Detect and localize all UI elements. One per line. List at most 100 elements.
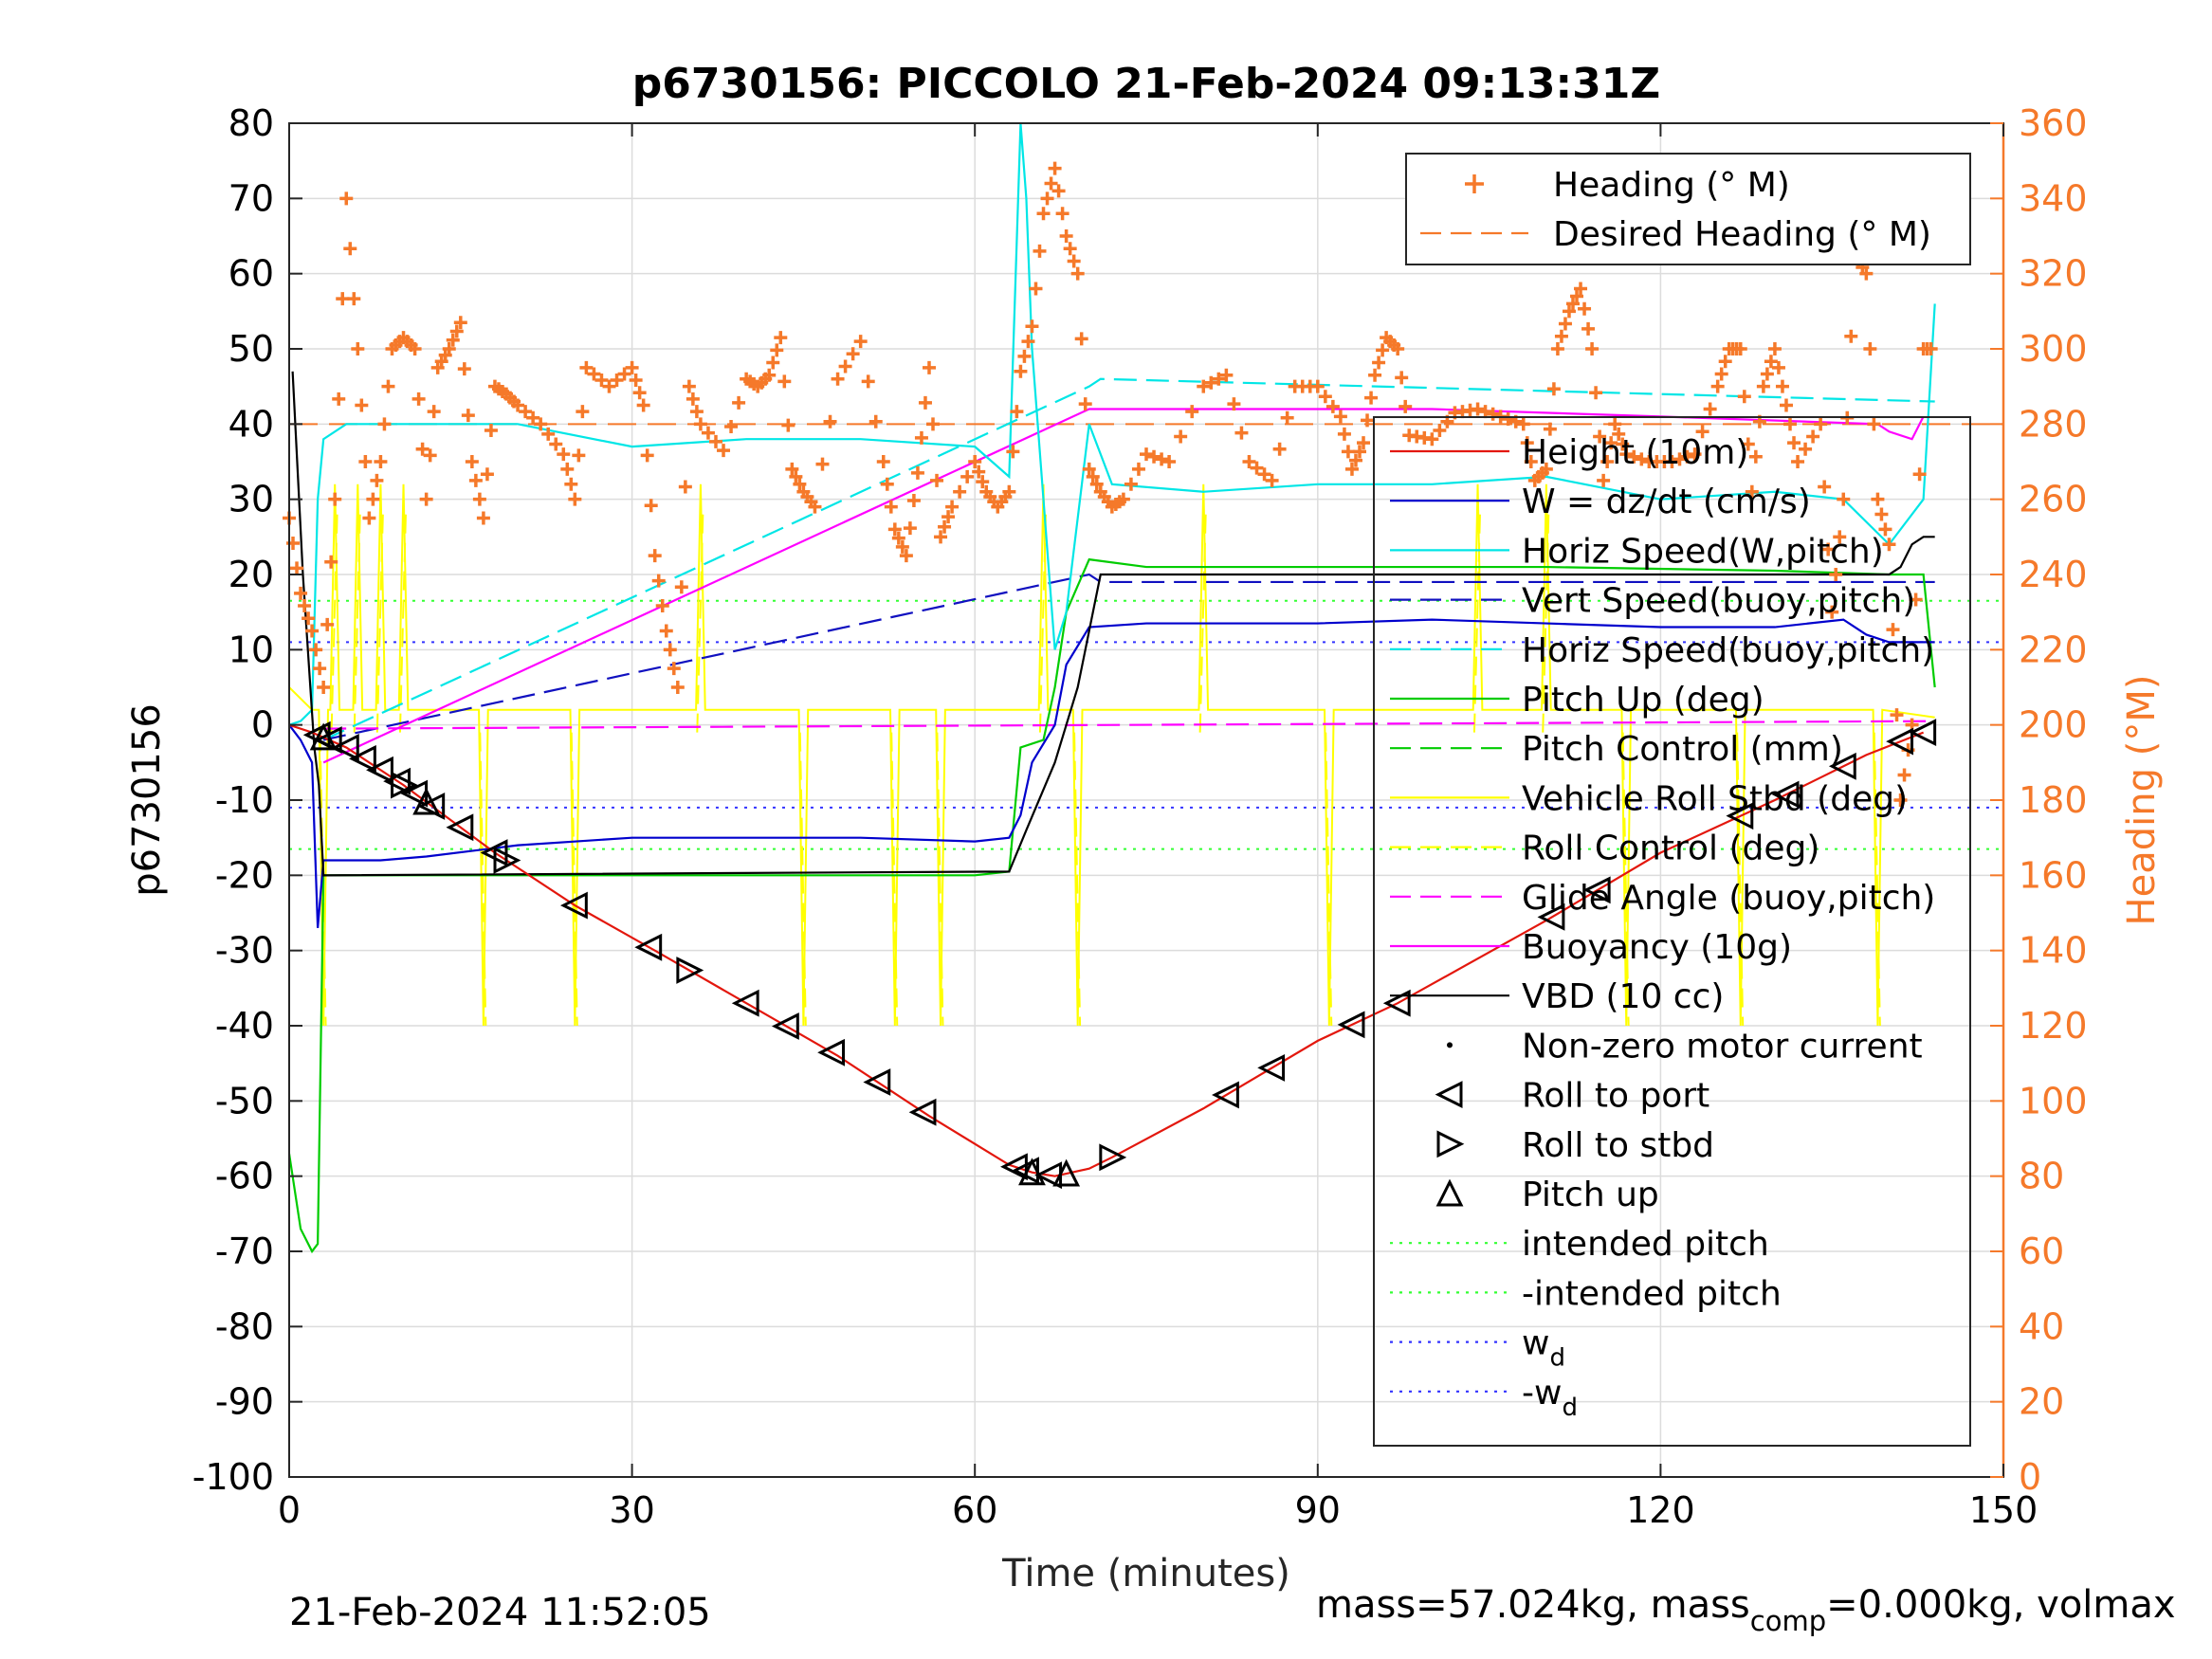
heading-point [1874, 507, 1889, 521]
y-tick-label: -40 [215, 1005, 274, 1047]
heading-point [568, 492, 582, 506]
legend-label: Non-zero motor current [1522, 1027, 1923, 1066]
roll-port-marker [1257, 1054, 1286, 1082]
roll-port-marker [1337, 1011, 1365, 1039]
y-tick-label: -30 [215, 930, 274, 972]
heading-point [355, 398, 369, 412]
heading-point [1871, 492, 1885, 506]
heading-point [1325, 399, 1340, 413]
legend-sample [1447, 1042, 1453, 1048]
heading-point [1212, 372, 1226, 386]
y-tick-label: 50 [229, 328, 274, 370]
y2-tick-label: 80 [2019, 1156, 2064, 1197]
roll-port-marker [1886, 727, 1914, 756]
heading-point [1471, 402, 1485, 416]
heading-point [968, 455, 982, 468]
heading-point [1333, 410, 1347, 424]
heading-point [1612, 427, 1626, 441]
heading-point [415, 442, 430, 456]
pitch-up-marker [1052, 1158, 1081, 1187]
heading-point [1909, 592, 1923, 607]
heading-point [960, 469, 975, 483]
heading-point [1818, 480, 1832, 494]
heading-point [1767, 342, 1782, 356]
heading-point [1353, 445, 1366, 459]
heading-point [1760, 367, 1774, 381]
series-group [287, 122, 1936, 1254]
heading-point [1600, 455, 1615, 468]
heading-point [1055, 207, 1069, 221]
heading-point [1082, 462, 1096, 476]
heading-point [1558, 317, 1572, 331]
heading-point [453, 316, 467, 330]
heading-point [838, 359, 852, 374]
y2-tick-label: 160 [2019, 854, 2088, 896]
heading-point [1718, 355, 1732, 369]
heading-point [449, 324, 464, 338]
heading-point [1733, 342, 1747, 356]
roll-port-marker [366, 756, 393, 784]
y2-tick-label: 240 [2019, 554, 2088, 595]
heading-point [1680, 449, 1694, 464]
heading-point [1550, 342, 1564, 356]
roll-stbd-marker [1099, 1143, 1127, 1172]
x-tick-label: 120 [1626, 1489, 1695, 1531]
heading-point [534, 417, 548, 431]
heading-point [461, 409, 475, 423]
heading-point [887, 522, 902, 537]
y-axis-label: p6730156 [125, 703, 169, 897]
heading-point [305, 624, 320, 638]
legend-label: Buoyancy (10g) [1522, 928, 1792, 967]
y-tick-label: 30 [229, 479, 274, 520]
roll-port-marker [348, 744, 376, 773]
heading-point [1257, 467, 1271, 482]
heading-point [1665, 455, 1679, 468]
heading-point [576, 405, 590, 419]
legend-main-box [1373, 416, 1971, 1447]
heading-point [1425, 432, 1439, 447]
roll-port-marker [817, 1038, 846, 1066]
heading-point [914, 430, 928, 445]
heading-point [408, 342, 422, 356]
heading-point [906, 493, 921, 507]
roll-port-marker [863, 1068, 891, 1096]
y2-tick-label: 100 [2019, 1080, 2088, 1121]
heading-point [1131, 462, 1145, 476]
legend-sample [1436, 1130, 1465, 1158]
roll-port-marker [908, 1098, 937, 1126]
y2-tick-label: 60 [2019, 1231, 2064, 1272]
heading-point [1924, 342, 1938, 356]
series-glide [323, 720, 1935, 730]
heading-point [1140, 447, 1153, 462]
y2-tick-label: 220 [2019, 629, 2088, 670]
heading-point [625, 360, 639, 374]
heading-point [347, 292, 361, 306]
heading-point [1368, 368, 1382, 382]
legend-label: Desired Heading (° M) [1553, 215, 1931, 254]
heading-point [1863, 342, 1877, 356]
heading-point [659, 624, 673, 638]
heading-point [472, 492, 486, 506]
legend-label: Horiz Speed(W,pitch) [1522, 532, 1884, 571]
heading-point [370, 473, 384, 487]
heading-point [587, 367, 601, 381]
series-pitch [287, 557, 1936, 1254]
x-axis-label: Time (minutes) [1001, 1552, 1290, 1595]
heading-point [732, 395, 746, 410]
marker-group [302, 719, 1937, 1190]
heading-point [1604, 436, 1618, 450]
heading-point [1578, 301, 1592, 316]
heading-point [1051, 184, 1066, 198]
heading-point [774, 331, 788, 345]
heading-point [549, 437, 563, 451]
heading-point [1524, 455, 1538, 468]
heading-point [941, 510, 956, 524]
legend-label: Height (10m) [1522, 433, 1748, 472]
heading-point [302, 611, 316, 626]
heading-point [770, 343, 784, 357]
heading-point [519, 405, 533, 419]
heading-point [419, 492, 433, 506]
heading-point [1372, 356, 1386, 370]
y-tick-label: 0 [251, 704, 274, 746]
